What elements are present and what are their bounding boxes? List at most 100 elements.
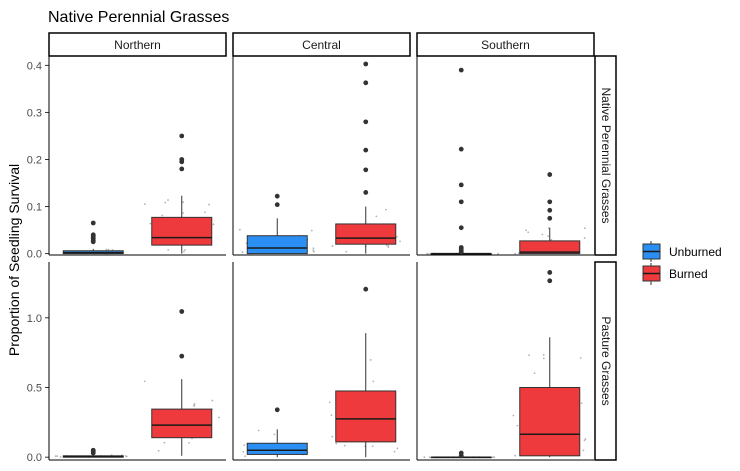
jitter-point — [387, 246, 390, 249]
outlier-point — [179, 133, 185, 139]
y-tick-label: 0.5 — [27, 382, 42, 394]
outlier-point — [458, 199, 464, 205]
jitter-point — [514, 252, 517, 255]
jitter-point — [204, 211, 206, 214]
row-strip-label: Pasture Grasses — [599, 316, 613, 405]
row-strip-box — [594, 55, 617, 256]
jitter-point — [547, 235, 550, 238]
legend-item-burned: Burned — [642, 263, 708, 285]
jitter-point — [212, 223, 215, 226]
outlier-point — [458, 450, 464, 456]
outlier-point — [90, 447, 96, 453]
jitter-point — [125, 455, 128, 458]
jitter-point — [371, 445, 374, 448]
box — [519, 386, 581, 457]
jitter-point — [547, 227, 550, 230]
box — [246, 442, 308, 455]
y-tick-label: 0.1 — [27, 202, 42, 214]
jitter-point — [328, 401, 331, 404]
panel-frames — [48, 56, 594, 461]
jitter-point — [426, 252, 429, 255]
jitter-point — [369, 359, 372, 361]
jitter-point — [241, 251, 244, 253]
jitter-point — [345, 250, 348, 253]
jitter-point — [143, 203, 146, 206]
jitter-point — [583, 439, 586, 442]
outlier-point — [363, 119, 369, 125]
jitter-point — [312, 247, 315, 250]
legend-label-unburned: Unburned — [669, 245, 722, 259]
outlier-point — [90, 232, 96, 238]
y-tick-label: 0.0 — [27, 452, 42, 464]
jitter-point — [193, 403, 196, 405]
jitter-point — [583, 227, 586, 230]
outlier-point — [547, 270, 553, 275]
jitter-point — [149, 222, 152, 225]
outlier-point — [90, 239, 96, 245]
jitter-point — [579, 356, 582, 359]
outlier-point — [547, 207, 553, 213]
jitter-point — [238, 228, 241, 231]
y-tick-label: 0.0 — [27, 249, 42, 261]
outlier-point — [363, 80, 369, 86]
jitter-point — [182, 212, 185, 214]
row-strip-label: Native Perennial Grasses — [599, 87, 613, 223]
jitter-point — [512, 414, 515, 417]
jitter-point — [208, 203, 210, 206]
jitter-point — [54, 455, 57, 458]
jitter-point — [517, 252, 520, 255]
boxplots — [62, 61, 581, 459]
jitter-point — [335, 442, 338, 445]
jitter-point — [107, 248, 110, 251]
box — [246, 235, 308, 255]
y-tick-label: 1.0 — [27, 313, 42, 325]
column-strip-label: Central — [302, 38, 341, 52]
jitter-point — [375, 215, 378, 218]
y-tick-label: 0.2 — [27, 154, 42, 166]
jitter-point — [161, 214, 164, 217]
outlier-point — [179, 353, 185, 359]
jitter-point — [243, 444, 245, 446]
jitter-point — [244, 455, 247, 458]
y-axes: 0.0 0.1 0.2 0.3 0.4 0.0 0.5 1.0 — [27, 60, 49, 464]
jitter-point — [218, 416, 220, 419]
outlier-point — [458, 225, 464, 231]
jitter-point — [428, 456, 431, 459]
jitter-point — [59, 456, 62, 458]
jitter-point — [423, 456, 426, 459]
outlier-point — [274, 202, 280, 208]
jitter-point — [580, 402, 583, 405]
jitter-point — [188, 441, 190, 444]
legend: Unburned Burned — [642, 241, 722, 285]
box — [335, 390, 397, 443]
outlier-point — [179, 309, 185, 314]
jitter-point — [533, 372, 536, 375]
jitter-point — [528, 354, 531, 357]
outlier-point — [547, 199, 553, 205]
jitter-point — [157, 449, 160, 452]
outlier-point — [363, 190, 369, 195]
row-facet-strips: Native Perennial Grasses Pasture Grasses — [594, 55, 617, 461]
outlier-point — [363, 147, 369, 153]
column-strip-label: Northern — [114, 38, 161, 52]
column-strip-label: Southern — [481, 38, 530, 52]
jitter-point — [211, 399, 214, 402]
jitter-point — [182, 201, 185, 204]
jitter-point — [167, 248, 170, 251]
column-strip-box — [416, 32, 595, 57]
jitter-point — [184, 248, 186, 251]
box — [335, 223, 397, 245]
outlier-point — [547, 278, 553, 284]
outlier-point — [363, 286, 369, 292]
column-facet-strips: Northern Central Southern — [48, 32, 595, 57]
jitter-point — [525, 229, 528, 232]
outlier-point — [547, 172, 553, 177]
jitter-point — [516, 424, 519, 427]
box — [519, 240, 581, 255]
jitter-point — [343, 444, 346, 447]
jitter-point — [396, 235, 398, 238]
jitter-point — [396, 447, 399, 450]
outlier-point — [274, 193, 280, 199]
jitter-point — [372, 380, 375, 383]
